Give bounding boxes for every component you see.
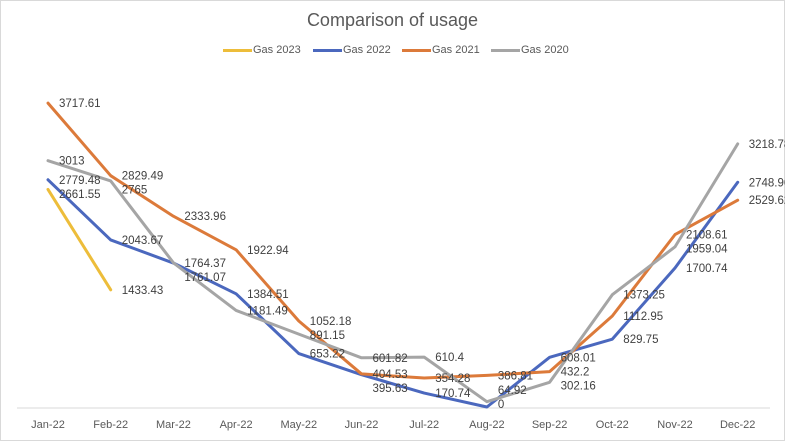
x-tick-label: May-22 (280, 419, 317, 431)
x-tick-label: Jul-22 (409, 419, 439, 431)
data-label: 2333.96 (184, 211, 226, 223)
data-label: 170.74 (435, 388, 471, 400)
legend-item: Gas 2021 (402, 44, 480, 56)
data-label: 829.75 (623, 334, 658, 346)
data-label: 1761.07 (184, 272, 226, 284)
data-label: 404.53 (373, 369, 408, 381)
data-label: 2661.55 (59, 189, 101, 201)
data-label: 386.81 (498, 370, 533, 382)
data-label: 3218.78 (749, 139, 785, 151)
legend-label: Gas 2021 (432, 44, 480, 56)
data-label: 2829.49 (122, 171, 164, 183)
data-label: 610.4 (435, 352, 464, 364)
x-tick-label: Jan-22 (31, 419, 65, 431)
data-label: 302.16 (561, 381, 596, 393)
data-label: 2529.62 (749, 195, 785, 207)
data-label: 2108.61 (686, 230, 728, 242)
data-label: 1181.49 (247, 305, 288, 317)
series-line-gas-2023 (46, 187, 113, 292)
series-line-gas-2020 (46, 142, 740, 404)
data-label: 3717.61 (59, 98, 101, 110)
x-tick-label: Mar-22 (156, 419, 191, 431)
data-label: 64.92 (498, 385, 527, 397)
chart-title: Comparison of usage (306, 10, 479, 30)
x-tick-label: Apr-22 (220, 419, 253, 431)
x-tick-label: Feb-22 (93, 419, 128, 431)
data-label: 2748.96 (749, 177, 785, 189)
legend-swatch (223, 48, 252, 52)
legend-label: Gas 2023 (253, 44, 301, 56)
data-label: 3013 (59, 156, 85, 168)
x-tick-label: Aug-22 (469, 419, 504, 431)
data-label: 2043.67 (122, 235, 164, 247)
data-label: 1922.94 (247, 245, 289, 257)
legend-item: Gas 2022 (313, 44, 391, 56)
data-label: 1373.25 (623, 290, 665, 302)
data-label: 891.15 (310, 330, 345, 342)
data-label: 601.82 (373, 353, 408, 365)
series-line-gas-2022 (46, 178, 740, 409)
x-tick-label: Dec-22 (720, 419, 755, 431)
data-label: 653.22 (310, 349, 345, 361)
x-tick-label: Nov-22 (657, 419, 692, 431)
data-label: 2765 (122, 185, 148, 197)
data-label: 1959.04 (686, 244, 728, 256)
data-label: 1764.37 (184, 258, 226, 270)
x-tick-label: Sep-22 (532, 419, 567, 431)
legend-swatch (491, 48, 520, 52)
data-label: 432.2 (561, 367, 590, 379)
legend-item: Gas 2020 (491, 44, 569, 56)
data-label: 1433.43 (122, 285, 164, 297)
legend-label: Gas 2022 (343, 44, 391, 56)
data-label: 2779.48 (59, 175, 101, 187)
legend: Gas 2023 Gas 2022 Gas 2021 Gas 2020 (0, 44, 785, 60)
x-tick-label: Jun-22 (345, 419, 379, 431)
data-label: 354.28 (435, 373, 470, 385)
data-label: 1700.74 (686, 263, 728, 275)
data-label: 0 (498, 399, 504, 411)
series-line-gas-2021 (46, 101, 740, 380)
data-label: 1384.51 (247, 289, 289, 301)
data-label: 608.01 (561, 352, 596, 364)
legend-label: Gas 2020 (521, 44, 569, 56)
x-tick-label: Oct-22 (596, 419, 629, 431)
data-label: 1052.18 (310, 316, 352, 328)
data-label: 395.63 (373, 383, 408, 395)
legend-swatch (313, 48, 342, 52)
legend-swatch (402, 48, 431, 52)
legend-item: Gas 2023 (223, 44, 301, 56)
data-label: 1112.95 (623, 311, 663, 323)
